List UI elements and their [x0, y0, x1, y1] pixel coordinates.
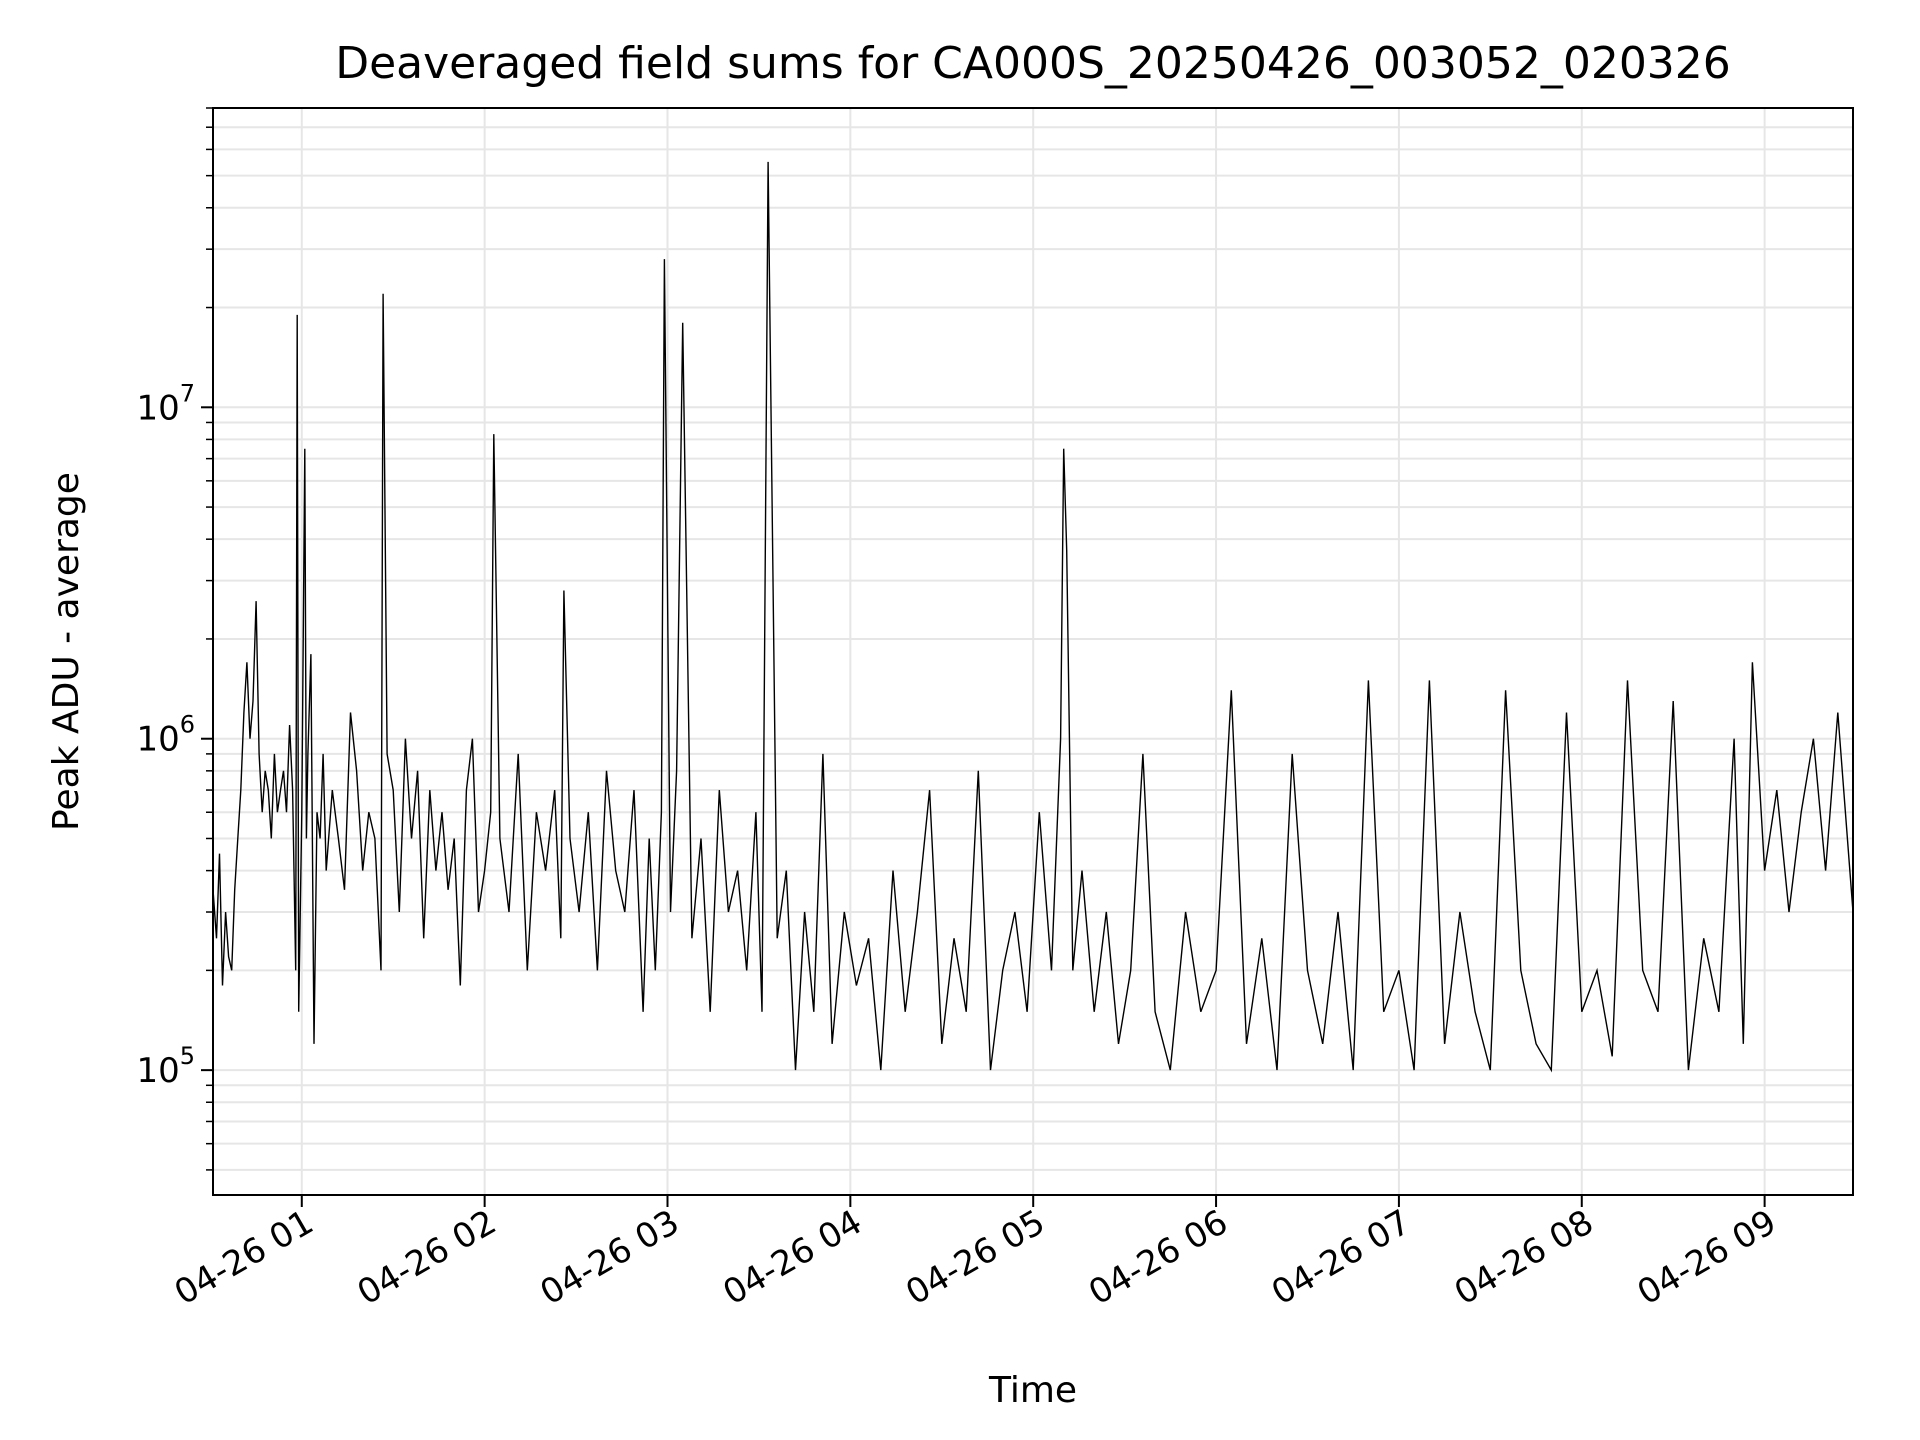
y-tick-exponent: 6 — [180, 711, 195, 739]
y-axis-label: Peak ADU - average — [46, 472, 87, 831]
y-tick-exponent: 7 — [180, 379, 195, 407]
y-tick-exponent: 5 — [180, 1042, 195, 1070]
y-tick-base: 10 — [136, 388, 179, 428]
y-tick-base: 10 — [136, 720, 179, 760]
y-tick-label: 106 — [136, 711, 195, 760]
y-tick-label: 107 — [136, 379, 195, 428]
grid — [213, 107, 1853, 1195]
series-line-0 — [212, 161, 1854, 1073]
chart-title: Deaveraged field sums for CA000S_2025042… — [335, 38, 1731, 89]
y-tick-base: 10 — [136, 1051, 179, 1091]
series-layer — [212, 161, 1854, 1073]
y-tick-label: 105 — [136, 1042, 195, 1091]
x-axis-label: Time — [988, 1370, 1077, 1411]
